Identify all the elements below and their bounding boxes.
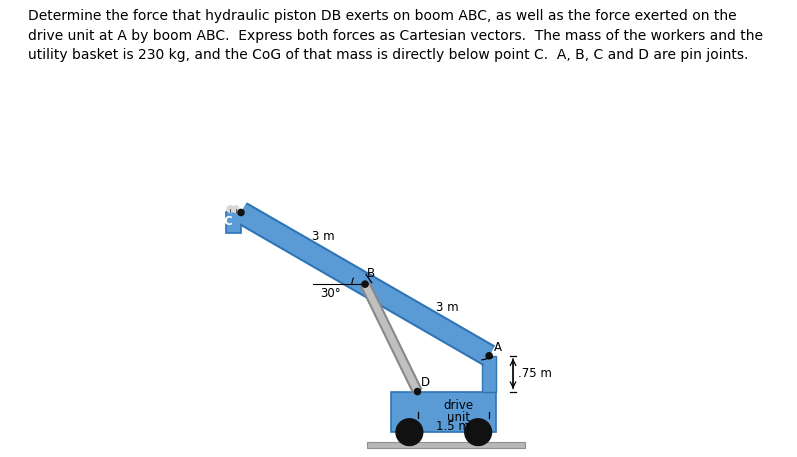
Text: .75 m: .75 m [518,367,552,380]
Text: 30°: 30° [320,287,341,299]
Text: 3 m: 3 m [436,301,458,314]
Text: A: A [493,341,501,354]
Circle shape [396,419,422,446]
Circle shape [362,281,368,287]
Circle shape [465,419,492,446]
Bar [482,356,496,392]
Text: 1.5 m: 1.5 m [437,420,470,433]
Circle shape [227,206,234,213]
Bar [391,392,497,432]
Text: unit: unit [446,411,469,425]
Text: C: C [224,215,233,228]
Text: drive: drive [443,399,473,412]
Bar [226,213,241,233]
Circle shape [414,388,421,395]
Text: Determine the force that hydraulic piston DB exerts on boom ABC, as well as the : Determine the force that hydraulic pisto… [28,9,763,62]
Circle shape [238,209,244,216]
Circle shape [232,206,239,213]
Circle shape [486,353,493,359]
Text: D: D [421,376,430,389]
Text: 3 m: 3 m [312,229,334,243]
Text: B: B [367,267,375,280]
Bar [367,442,525,448]
